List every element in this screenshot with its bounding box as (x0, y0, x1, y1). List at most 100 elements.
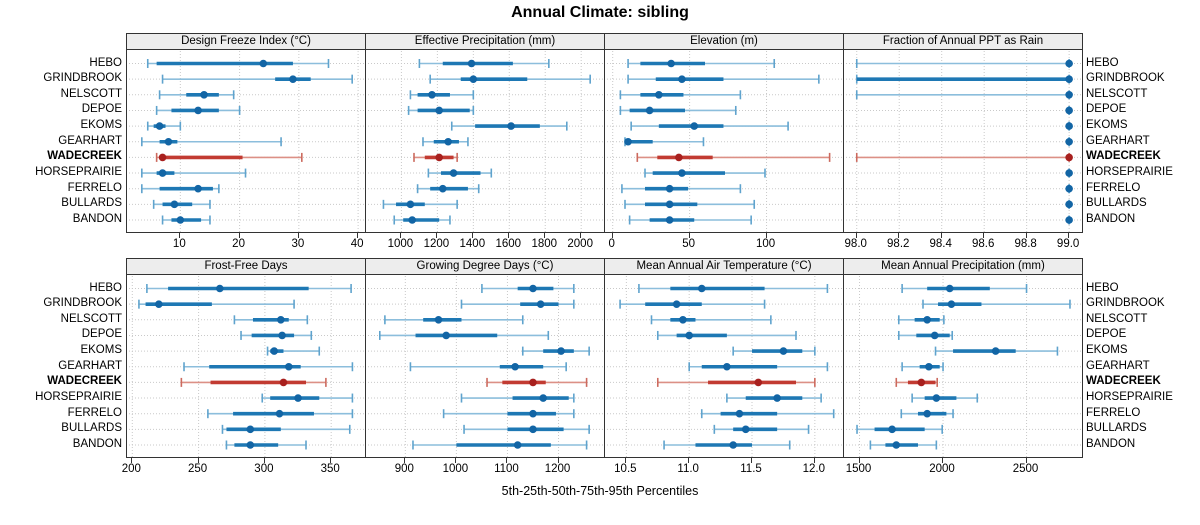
x-axis-tick-label: 98.8 (1014, 238, 1037, 250)
percentile-row-bandon (869, 440, 938, 450)
median-dot (667, 59, 675, 68)
median-dot (438, 184, 447, 193)
x-axis-tick (436, 233, 438, 238)
percentile-row-hebo (627, 59, 776, 68)
median-dot (246, 425, 255, 434)
median-dot (888, 425, 896, 434)
percentile-row-horseprairie (427, 168, 493, 178)
percentile-row-hebo (146, 59, 330, 68)
x-axis-tick-label: 200 (121, 463, 141, 475)
percentile-row-ferrelo (442, 409, 575, 419)
x-axis-tick (472, 233, 474, 238)
median-dot (675, 153, 683, 162)
median-dot (155, 122, 164, 130)
site-label-ferrelo: FERRELO (1086, 406, 1141, 419)
percentile-row-horseprairie (911, 393, 979, 403)
median-dot (1065, 184, 1073, 193)
site-label-ekoms: EKOMS (1086, 344, 1128, 357)
site-label-bandon: BANDON (72, 438, 122, 450)
median-dot (246, 441, 255, 449)
percentile-row-gearhart (422, 137, 469, 147)
percentile-row-gearhart (141, 137, 282, 147)
x-axis-tick (625, 458, 627, 463)
percentile-row-ekoms (732, 346, 816, 356)
site-label-nelscott: NELSCOTT (1086, 87, 1148, 100)
percentile-row-bandon (628, 215, 752, 225)
median-dot (947, 300, 956, 308)
median-dot (1065, 59, 1073, 68)
site-label-bandon: BANDON (72, 213, 122, 225)
x-axis-tick-label: 1600 (495, 238, 522, 250)
median-dot (1065, 106, 1073, 115)
x-axis-tick (611, 233, 613, 238)
panel-fraction-of-annual-ppt-as-rain (843, 49, 1083, 233)
site-label-gearhart: GEARHART (58, 359, 122, 372)
median-dot (557, 347, 565, 355)
site-label-bullards: BULLARDS (61, 197, 122, 210)
x-axis-tick-label: 1200 (544, 463, 571, 475)
median-dot (406, 200, 415, 209)
median-dot (945, 284, 954, 293)
x-axis-tick (858, 458, 860, 463)
x-axis-tick-label: 99.0 (1056, 238, 1080, 250)
percentile-row-wadecreek (855, 152, 1073, 162)
x-axis-tick-label: 98.6 (971, 238, 995, 250)
panel-mean-annual-air-temperature-c (604, 274, 844, 458)
percentile-row-wadecreek (155, 152, 303, 162)
site-label-grindbrook: GRINDBROOK (1086, 297, 1165, 310)
percentile-row-bullards (713, 424, 810, 434)
percentile-row-grindbrook (627, 74, 820, 84)
percentile-row-gearhart (183, 362, 354, 372)
median-dot (284, 362, 293, 371)
percentile-row-depoe (155, 105, 241, 115)
median-dot (200, 91, 208, 99)
median-dot (685, 331, 693, 340)
x-axis-tick (544, 233, 546, 238)
site-label-wadecreek: WADECREEK (1086, 375, 1161, 388)
percentile-row-horseprairie (644, 168, 766, 178)
x-axis-tick-label: 2500 (1012, 463, 1039, 475)
percentile-row-grindbrook (138, 299, 295, 309)
percentile-row-bandon (225, 440, 307, 450)
percentile-row-bullards (624, 199, 756, 209)
median-dot (442, 331, 450, 340)
x-axis-tick-label: 1000 (442, 463, 469, 475)
x-axis-tick-label: 30 (291, 238, 305, 250)
site-label-horseprairie: HORSEPRAIRIE (35, 391, 122, 404)
site-label-wadecreek: WADECREEK (47, 375, 122, 388)
median-dot (164, 137, 173, 146)
median-dot (773, 394, 781, 402)
percentile-row-bandon (1065, 215, 1073, 225)
median-dot (275, 409, 284, 418)
median-dot (529, 425, 537, 434)
site-labels-right-row2: HEBO GRINDBROOK NELSCOTT DEPOE EKOMS GEARHART… (1086, 274, 1200, 458)
site-label-ekoms: EKOMS (80, 344, 122, 357)
percentile-row-horseprairie (141, 168, 247, 178)
percentile-row-wadecreek (656, 377, 816, 387)
median-dot (444, 137, 452, 146)
x-axis-tick (1025, 233, 1027, 238)
percentile-row-horseprairie (460, 393, 575, 403)
median-dot (645, 106, 654, 115)
percentile-row-ekoms (521, 346, 590, 356)
percentile-row-nelscott (855, 90, 1073, 100)
x-axis-tick-label: 2000 (567, 238, 593, 250)
percentile-row-hebo (638, 284, 829, 293)
percentile-row-bandon (412, 440, 588, 450)
site-label-bandon: BANDON (1086, 438, 1136, 450)
x-axis-tick (330, 458, 332, 463)
median-dot (194, 106, 202, 115)
site-label-ferrelo: FERRELO (1086, 181, 1141, 194)
percentile-row-nelscott (158, 90, 235, 100)
percentile-row-gearhart (409, 362, 567, 372)
median-dot (1065, 75, 1073, 83)
x-axis-tick (942, 458, 944, 463)
median-dot (892, 441, 901, 449)
x-axis-tick-label: 1500 (845, 463, 872, 475)
site-label-ekoms: EKOMS (1086, 119, 1128, 132)
x-axis-tick-label: 900 (394, 463, 414, 475)
x-axis-tick (940, 233, 942, 238)
median-dot (665, 216, 674, 224)
site-label-ferrelo: FERRELO (67, 406, 122, 419)
site-label-hebo: HEBO (89, 281, 122, 294)
